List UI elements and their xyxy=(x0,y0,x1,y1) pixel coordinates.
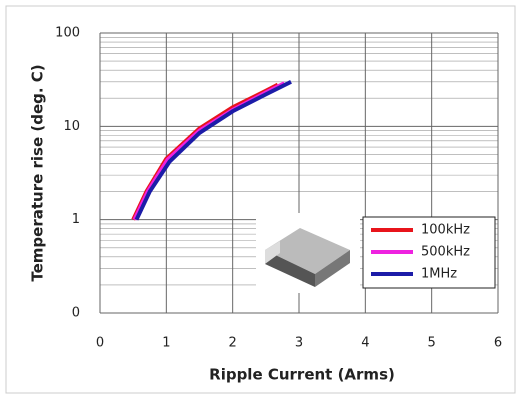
y-tick-label: 100 xyxy=(55,26,80,41)
x-tick-label: 6 xyxy=(494,336,502,351)
y-axis-title: Temperature rise (deg. C) xyxy=(29,64,47,281)
x-tick-label: 5 xyxy=(428,336,436,351)
x-tick-label: 0 xyxy=(96,336,104,351)
y-tick-label: 10 xyxy=(63,119,80,134)
x-tick-label: 3 xyxy=(295,336,303,351)
frame xyxy=(5,5,516,394)
legend-label: 1MHz xyxy=(421,267,457,282)
chip-front xyxy=(265,250,315,287)
component-photo xyxy=(256,213,360,293)
chip-side xyxy=(315,250,350,287)
chip-top xyxy=(265,228,350,274)
x-tick-label: 2 xyxy=(229,336,237,351)
x-axis-title: Ripple Current (Arms) xyxy=(209,366,395,384)
x-tick-label: 4 xyxy=(361,336,369,351)
y-tick-label: 1 xyxy=(72,212,80,227)
x-tick-label: 1 xyxy=(162,336,170,351)
line xyxy=(134,80,292,221)
legend-label: 100kHz xyxy=(421,223,470,238)
y-tick-label: 0 xyxy=(72,306,80,321)
legend-label: 500kHz xyxy=(421,245,470,260)
chip-terminal xyxy=(265,241,280,264)
